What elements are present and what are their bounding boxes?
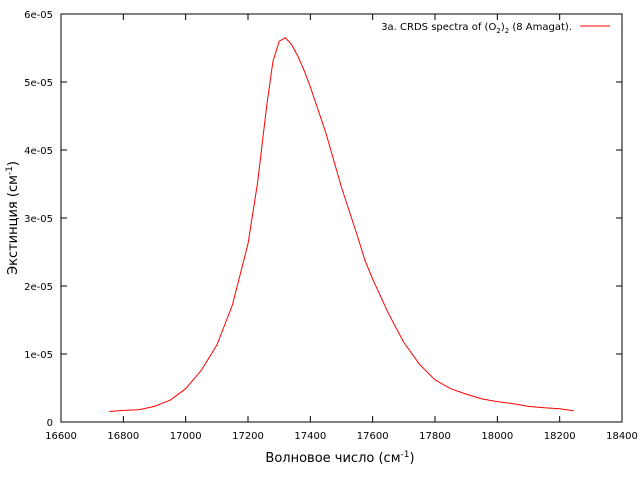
- x-tick-label: 17200: [232, 431, 264, 442]
- x-tick-label: 17800: [419, 431, 451, 442]
- x-axis-title-sup: -1: [401, 450, 410, 460]
- x-tick-labels: 16600 16800 17000 17200 17400 17600 17800 18000…: [45, 431, 638, 442]
- x-tick-label: 18400: [606, 431, 638, 442]
- x-tick-label: 18200: [544, 431, 576, 442]
- series-line: [109, 37, 574, 412]
- x-tick-label: 17600: [357, 431, 389, 442]
- y-tick-label: 3e-05: [24, 214, 53, 225]
- legend-label: 3a. CRDS spectra of (O2)2 (8 Amagat).: [381, 22, 572, 35]
- y-tick-label: 4e-05: [24, 146, 53, 157]
- legend-label-suffix: (8 Amagat).: [509, 22, 572, 33]
- y-axis-title-close: ): [6, 161, 21, 166]
- legend-label-sub1: 2: [496, 27, 500, 35]
- y-axis-title: Экстинция (см-1): [5, 161, 21, 275]
- tick-marks: [60, 13, 623, 423]
- legend-label-sub2: 2: [505, 27, 509, 35]
- x-tick-label: 16600: [45, 431, 77, 442]
- y-tick-label: 0: [47, 418, 53, 429]
- x-axis-title: Волновое число (см-1): [265, 450, 414, 466]
- legend-label-mid: ): [501, 22, 505, 33]
- legend-label-prefix: 3a. CRDS spectra of (O: [381, 22, 496, 33]
- x-tick-label: 18000: [481, 431, 513, 442]
- y-tick-label: 5e-05: [24, 78, 53, 89]
- y-tick-label: 2e-05: [24, 282, 53, 293]
- y-axis-title-sup: -1: [5, 166, 15, 175]
- y-tick-label: 6e-05: [24, 10, 53, 21]
- y-axis-title-main: Экстинция (см: [6, 175, 21, 275]
- x-axis-title-close: ): [409, 451, 414, 466]
- y-tick-label: 1e-05: [24, 350, 53, 361]
- y-tick-labels: 0 1e-05 2e-05 3e-05 4e-05 5e-05 6e-05: [24, 10, 53, 429]
- x-tick-label: 17400: [294, 431, 326, 442]
- x-tick-label: 17000: [170, 431, 202, 442]
- plot-frame: [60, 13, 623, 423]
- x-tick-label: 16800: [107, 431, 139, 442]
- x-axis-title-main: Волновое число (см: [265, 451, 400, 466]
